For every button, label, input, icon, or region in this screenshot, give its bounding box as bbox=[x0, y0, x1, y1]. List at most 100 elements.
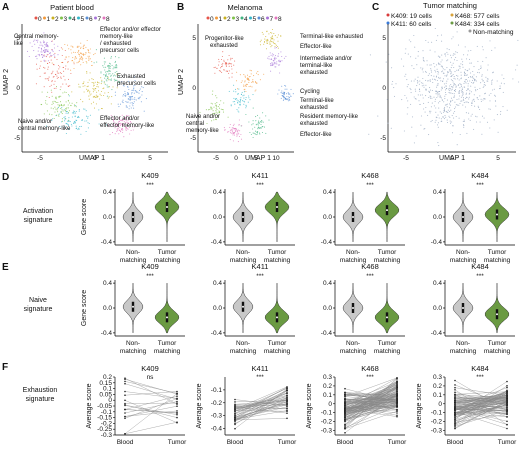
umap-point bbox=[123, 136, 125, 138]
umap-point bbox=[26, 50, 29, 52]
y-tick-label: -0.2 bbox=[321, 419, 333, 426]
umap-point bbox=[50, 84, 52, 86]
umap-point bbox=[479, 95, 481, 97]
violin-median bbox=[386, 209, 388, 212]
umap-point bbox=[252, 132, 254, 134]
umap-point bbox=[456, 31, 458, 33]
umap-point bbox=[235, 130, 237, 133]
umap-point bbox=[452, 62, 454, 64]
umap-point bbox=[218, 61, 220, 63]
umap-point bbox=[93, 84, 95, 87]
umap-point bbox=[104, 74, 106, 76]
umap-point bbox=[444, 106, 446, 108]
umap-point bbox=[266, 38, 268, 40]
umap-point bbox=[278, 59, 280, 61]
umap-point bbox=[70, 123, 72, 125]
umap-point bbox=[44, 78, 46, 80]
patient-title: K409 bbox=[141, 262, 159, 271]
umap-point bbox=[116, 65, 118, 67]
umap-point bbox=[280, 97, 282, 99]
umap-point bbox=[75, 104, 77, 107]
umap-point bbox=[270, 46, 272, 48]
umap-point bbox=[265, 115, 267, 117]
umap-point bbox=[256, 133, 259, 135]
panel-d-signature: Activation signature bbox=[23, 208, 53, 224]
umap-point bbox=[106, 86, 108, 88]
umap-point bbox=[92, 96, 94, 98]
umap-point bbox=[89, 72, 91, 74]
umap-point bbox=[40, 42, 42, 44]
umap-point bbox=[83, 54, 85, 56]
umap-point bbox=[278, 89, 280, 91]
umap-point bbox=[283, 98, 285, 100]
umap-point bbox=[218, 110, 220, 112]
tumor-point bbox=[176, 400, 178, 403]
umap-point bbox=[79, 55, 81, 57]
umap-point bbox=[82, 58, 84, 60]
umap-point bbox=[57, 104, 59, 106]
umap-point bbox=[423, 108, 425, 110]
umap-point bbox=[51, 114, 53, 116]
umap-point bbox=[59, 95, 61, 97]
umap-point bbox=[284, 88, 286, 90]
y-axis-label: Average score bbox=[306, 383, 313, 428]
umap-point bbox=[263, 43, 265, 45]
umap-point bbox=[216, 112, 218, 114]
umap-point bbox=[411, 116, 414, 118]
umap-point bbox=[113, 121, 115, 123]
umap-point bbox=[479, 108, 481, 111]
umap-point bbox=[257, 122, 259, 124]
umap-point bbox=[251, 86, 253, 88]
umap-point bbox=[54, 57, 56, 59]
umap-point bbox=[51, 72, 53, 74]
umap-point bbox=[89, 52, 91, 54]
umap-point bbox=[228, 54, 230, 57]
umap-point bbox=[239, 100, 242, 102]
umap-point bbox=[39, 67, 41, 69]
umap-point bbox=[133, 76, 135, 78]
umap-point bbox=[437, 95, 439, 97]
umap-point bbox=[124, 125, 127, 127]
annotation-terminal-exhausted-2: Terminal-like exhausted bbox=[300, 98, 334, 111]
umap-point bbox=[265, 39, 267, 41]
umap-point bbox=[212, 113, 214, 115]
umap-point bbox=[70, 49, 72, 51]
umap-point bbox=[475, 76, 477, 78]
umap-point bbox=[43, 51, 45, 53]
pair-line bbox=[234, 401, 288, 419]
umap-point bbox=[287, 100, 289, 102]
umap-point bbox=[423, 102, 425, 104]
blood-point bbox=[454, 379, 456, 382]
tumor-point bbox=[396, 403, 398, 406]
legend-dot bbox=[232, 16, 235, 20]
umap-point bbox=[236, 99, 238, 101]
umap-point bbox=[456, 98, 458, 101]
umap-point bbox=[445, 104, 447, 106]
umap-point bbox=[128, 126, 130, 128]
umap-point bbox=[210, 108, 212, 110]
pair-line bbox=[124, 398, 178, 419]
y-tick-label: -0.1 bbox=[431, 410, 443, 417]
umap-point bbox=[453, 59, 456, 61]
umap-point bbox=[284, 96, 286, 99]
umap-point bbox=[132, 102, 134, 105]
umap-point bbox=[445, 75, 448, 77]
umap-point bbox=[243, 100, 245, 102]
umap-point bbox=[35, 63, 38, 65]
category-label: Tumor matching bbox=[484, 340, 511, 355]
umap-point bbox=[36, 68, 38, 70]
umap-point bbox=[438, 145, 440, 147]
umap-point bbox=[81, 119, 83, 121]
umap-point bbox=[74, 57, 76, 59]
umap-point bbox=[51, 103, 53, 105]
annotation-effector-like-1: Effector-like bbox=[300, 44, 332, 50]
umap-point bbox=[230, 105, 232, 107]
umap-point bbox=[97, 90, 100, 92]
umap-point bbox=[405, 73, 407, 75]
y-tick-label: 0.0 bbox=[213, 305, 222, 312]
umap-point bbox=[82, 61, 84, 63]
umap-point bbox=[255, 120, 257, 122]
umap-point bbox=[435, 76, 437, 78]
umap-point bbox=[98, 82, 100, 84]
umap-point bbox=[52, 102, 54, 104]
